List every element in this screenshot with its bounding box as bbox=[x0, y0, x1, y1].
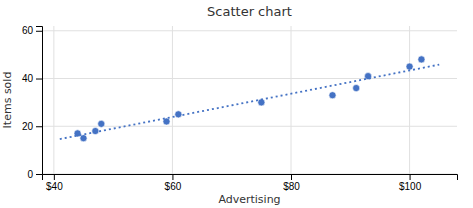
point bbox=[329, 92, 336, 99]
x-axis: $40 $60 $80 $100 bbox=[43, 174, 458, 192]
point bbox=[353, 84, 360, 91]
grid bbox=[42, 26, 457, 174]
y-axis: 0 20 40 60 bbox=[22, 25, 43, 179]
tick-mark bbox=[172, 174, 173, 180]
tick-mark bbox=[36, 174, 42, 175]
marks bbox=[60, 56, 439, 142]
tick-label: $100 bbox=[399, 181, 422, 192]
axis-line bbox=[43, 175, 458, 181]
tick-mark bbox=[36, 79, 42, 80]
tick: 60 bbox=[22, 25, 42, 36]
tick-label: 0 bbox=[27, 169, 33, 180]
grid-line bbox=[42, 78, 457, 79]
tick: 40 bbox=[22, 73, 42, 84]
tick-mark bbox=[36, 31, 42, 32]
point bbox=[92, 127, 99, 134]
tick: $100 bbox=[399, 174, 422, 192]
axis-line bbox=[36, 27, 43, 175]
y-axis-title: Items sold bbox=[1, 72, 14, 129]
point bbox=[98, 120, 105, 127]
trendline bbox=[60, 65, 439, 139]
tick-mark bbox=[36, 126, 42, 127]
tick-label: $40 bbox=[46, 181, 63, 192]
tick-label: $60 bbox=[165, 181, 182, 192]
chart: $40 $60 $80 $100 0 20 40 60 Scatter chart Adverti… bbox=[0, 0, 473, 208]
tick-label: 20 bbox=[22, 121, 34, 132]
tick-label: 60 bbox=[22, 25, 34, 36]
tick: $80 bbox=[283, 174, 300, 192]
grid-line bbox=[409, 26, 410, 174]
point bbox=[418, 56, 425, 63]
tick: $60 bbox=[165, 174, 182, 192]
point bbox=[175, 111, 182, 118]
grid-line bbox=[291, 26, 292, 174]
grid-line bbox=[42, 30, 457, 31]
tick-label: 40 bbox=[22, 73, 34, 84]
grid-line bbox=[172, 26, 173, 174]
x-axis-title: Advertising bbox=[218, 193, 280, 206]
tick-mark bbox=[291, 174, 292, 180]
title: Scatter chart bbox=[207, 4, 292, 19]
tick: 20 bbox=[22, 121, 42, 132]
tick: 0 bbox=[27, 169, 42, 180]
grid-line bbox=[53, 26, 54, 174]
tick: $40 bbox=[46, 174, 63, 192]
tick-label: $80 bbox=[283, 181, 300, 192]
plot: $40 $60 $80 $100 0 20 40 60 bbox=[22, 25, 458, 192]
point bbox=[406, 63, 413, 70]
tick-mark bbox=[54, 174, 55, 180]
tick-mark bbox=[410, 174, 411, 180]
